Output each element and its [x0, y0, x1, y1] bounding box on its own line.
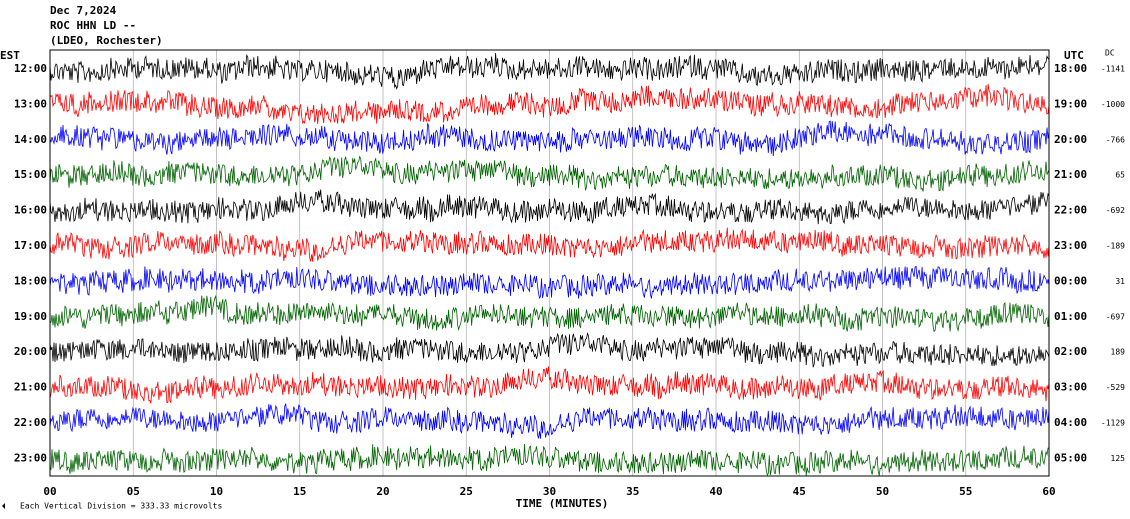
- trace: [49, 443, 1050, 477]
- left-hour-label: 21:00: [14, 381, 47, 394]
- x-tick-label: 45: [793, 485, 806, 498]
- trace: [49, 120, 1050, 157]
- x-tick-label: 05: [127, 485, 140, 498]
- right-hour-label: 23:00: [1054, 239, 1087, 252]
- dc-value: 189: [1111, 348, 1126, 357]
- x-axis-title: TIME (MINUTES): [516, 497, 609, 510]
- scale-icon: [2, 503, 5, 509]
- left-hour-label: 16:00: [14, 204, 47, 217]
- right-hour-label: 00:00: [1054, 274, 1087, 287]
- right-hour-label: 20:00: [1054, 133, 1087, 146]
- trace: [49, 403, 1050, 439]
- scale-note: Each Vertical Division = 333.33 microvol…: [20, 502, 222, 511]
- left-hour-label: 20:00: [14, 345, 47, 358]
- left-hour-label: 13:00: [14, 97, 47, 110]
- right-hour-label: 18:00: [1054, 62, 1087, 75]
- right-hour-label: 04:00: [1054, 416, 1087, 429]
- dc-value: 31: [1115, 277, 1125, 286]
- dc-value: -529: [1106, 383, 1125, 392]
- dc-value: -697: [1106, 312, 1125, 321]
- trace: [49, 366, 1050, 404]
- trace: [49, 265, 1050, 300]
- x-tick-label: 40: [709, 485, 722, 498]
- right-hour-label: 22:00: [1054, 204, 1087, 217]
- right-hour-label: 21:00: [1054, 168, 1087, 181]
- trace: [49, 332, 1050, 368]
- x-tick-label: 60: [1042, 485, 1055, 498]
- trace: [49, 294, 1050, 333]
- dc-value: -692: [1106, 206, 1125, 215]
- dc-value: -189: [1106, 242, 1125, 251]
- network: (LDEO, Rochester): [50, 34, 163, 47]
- station: ROC HHN LD --: [50, 19, 136, 32]
- labels: 00 05 10 15 20 25 30 35 40 45 50 55 60 12:00 18:00 -114…: [14, 62, 1125, 498]
- trace: [49, 155, 1050, 192]
- left-hour-label: 19:00: [14, 310, 47, 323]
- plot-frame: [49, 49, 1050, 477]
- trace: [49, 189, 1050, 225]
- x-tick-label: 50: [876, 485, 889, 498]
- dc-value: -1000: [1101, 100, 1125, 109]
- right-hour-label: 19:00: [1054, 97, 1087, 110]
- dc-value: 65: [1115, 171, 1125, 180]
- left-hour-label: 15:00: [14, 168, 47, 181]
- trace: [49, 52, 1050, 90]
- x-tick-label: 10: [210, 485, 223, 498]
- right-axis-title: UTC: [1064, 49, 1084, 62]
- left-hour-label: 22:00: [14, 416, 47, 429]
- left-hour-label: 23:00: [14, 451, 47, 464]
- dc-value: -1141: [1101, 65, 1125, 74]
- right-hour-label: 05:00: [1054, 451, 1087, 464]
- x-tick-label: 00: [43, 485, 56, 498]
- left-axis-title: EST: [0, 49, 20, 62]
- x-tick-label: 25: [460, 485, 473, 498]
- dc-value: 125: [1111, 454, 1126, 463]
- left-hour-label: 18:00: [14, 274, 47, 287]
- left-hour-label: 17:00: [14, 239, 47, 252]
- traces: [49, 52, 1050, 477]
- dc-value: -1129: [1101, 419, 1125, 428]
- dc-value: -766: [1106, 135, 1125, 144]
- x-tick-label: 20: [376, 485, 389, 498]
- date: Dec 7,2024: [50, 4, 117, 17]
- right-hour-label: 03:00: [1054, 381, 1087, 394]
- trace: [49, 83, 1050, 125]
- x-tick-label: 55: [959, 485, 972, 498]
- left-hour-label: 12:00: [14, 62, 47, 75]
- dc-title: DC: [1105, 49, 1115, 58]
- left-hour-label: 14:00: [14, 133, 47, 146]
- x-tick-label: 35: [626, 485, 639, 498]
- x-tick-label: 30: [543, 485, 556, 498]
- x-tick-label: 15: [293, 485, 306, 498]
- right-hour-label: 01:00: [1054, 310, 1087, 323]
- right-hour-label: 02:00: [1054, 345, 1087, 358]
- trace: [49, 227, 1050, 262]
- grid: [132, 50, 967, 476]
